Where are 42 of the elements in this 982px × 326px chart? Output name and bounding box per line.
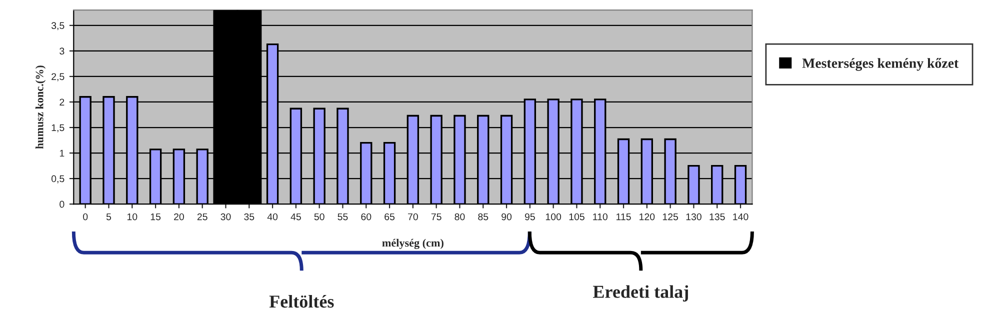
x-tick-label: 30 [220,213,231,220]
y-tick-label: 3,5 [51,22,64,30]
x-tick-label: 20 [174,213,184,220]
x-tick-label: 35 [244,213,254,220]
x-tick-label: 65 [384,213,395,220]
x-tick-label: 130 [686,213,702,220]
x-tick-label: 90 [502,213,512,220]
x-tick-label: 140 [733,213,748,220]
x-axis-title: mélység (cm) [382,238,444,250]
x-tick-label: 115 [616,213,631,220]
x-tick-label: 45 [290,213,301,220]
y-axis-title: humusz konc.(%) [35,66,46,149]
x-tick-label: 60 [361,213,372,220]
x-tick-label: 40 [267,213,278,220]
y-tick-label: 2,5 [52,73,64,82]
x-tick-label: 55 [338,213,348,220]
y-tick-label: 2 [60,98,64,106]
x-tick-label: 85 [478,213,488,220]
x-tick-label: 105 [569,213,584,220]
x-tick-label: 75 [431,213,442,220]
x-tick-label: 95 [524,213,535,220]
x-tick-label: 15 [150,213,161,220]
x-tick-label: 80 [454,213,465,220]
x-tick-label: 100 [546,213,562,220]
x-tick-label: 135 [710,213,725,220]
x-tick-label: 5 [106,213,112,220]
x-tick-label: 125 [662,213,678,220]
x-tick-label: 0 [83,213,88,220]
text: Eredeti talaj [593,285,688,302]
x-tick-label: 25 [197,213,208,220]
x-tick-label: 10 [127,213,138,220]
y-tick-label: 0,5 [51,175,64,184]
x-tick-label: 110 [593,213,608,220]
y-tick-label: 3 [60,48,64,55]
y-tick-label: 1 [60,150,64,157]
legend-label: Mesterséges kemény kőzet [802,58,959,71]
x-tick-label: 50 [314,213,324,220]
text: Feltöltés [269,294,334,308]
y-tick-label: 0 [60,200,64,208]
x-tick-label: 70 [408,213,418,220]
y-tick-label: 1,5 [52,124,64,132]
x-tick-label: 120 [640,213,655,220]
